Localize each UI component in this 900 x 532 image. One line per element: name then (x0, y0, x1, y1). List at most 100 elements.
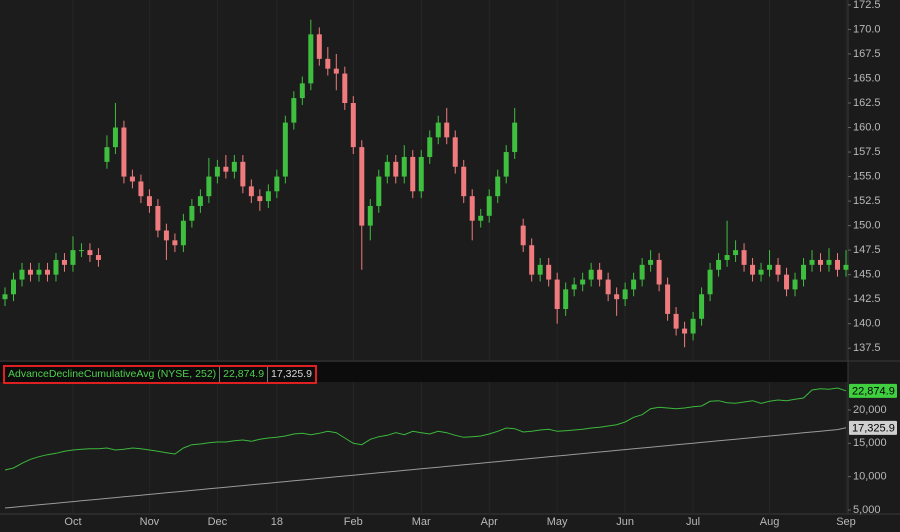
candle-body (512, 122, 518, 153)
candle-body (410, 156, 416, 192)
candle-body (316, 34, 322, 59)
candle-body (826, 259, 832, 265)
candle-body (767, 264, 773, 270)
candle-body (155, 205, 161, 231)
x-tick-label: Nov (140, 516, 160, 528)
y-tick-label: 155.0 (853, 170, 881, 182)
candle-body (418, 156, 424, 192)
candle-body (70, 250, 76, 265)
candle-body (520, 225, 526, 246)
candle-body (19, 269, 25, 280)
y-tick-label: 162.5 (853, 97, 881, 109)
value-label: 22,874.9 (852, 386, 895, 398)
candle-body (376, 176, 382, 206)
candle-body (129, 176, 135, 182)
candle-body (10, 279, 16, 295)
candle-body (240, 161, 246, 187)
candle-body (707, 269, 713, 295)
y-tick-label: 137.5 (853, 342, 881, 354)
candle-body (750, 264, 756, 275)
candle-body (597, 269, 603, 280)
candle-body (690, 318, 696, 334)
candle-body (588, 269, 594, 280)
candle-body (342, 73, 348, 103)
value-badge (849, 383, 897, 398)
x-tick-label: Jun (616, 516, 634, 528)
x-tick-label: Dec (208, 516, 228, 528)
candle-body (104, 147, 110, 162)
price-panel (0, 0, 848, 360)
candle-body (665, 284, 671, 314)
candle-body (682, 328, 688, 334)
candle-body (282, 122, 288, 177)
candle-body (248, 186, 254, 197)
y-tick-label: 147.5 (853, 244, 881, 256)
y-tick-label: 5,000 (853, 504, 881, 516)
candle-body (461, 166, 467, 197)
candle-body (257, 196, 263, 202)
y-tick-label: 140.0 (853, 318, 881, 330)
candle-body (367, 205, 373, 226)
candle-body (78, 250, 84, 252)
candle-body (384, 161, 390, 177)
candle-body (44, 269, 50, 275)
candle-body (53, 259, 59, 275)
candle-body (214, 166, 220, 177)
candle-body (784, 274, 790, 290)
candle-body (393, 161, 399, 177)
candle-body (818, 259, 824, 265)
y-tick-label: 172.5 (853, 0, 881, 11)
study-title: AdvanceDeclineCumulativeAvg (NYSE, 252) (8, 368, 217, 380)
candle-body (801, 264, 807, 280)
candle-body (537, 264, 543, 275)
y-tick-label: 150.0 (853, 220, 881, 232)
candle-body (622, 289, 628, 300)
y-tick-label: 10,000 (853, 471, 887, 483)
candle-body (435, 122, 441, 138)
candle-body (478, 215, 484, 221)
candle-body (146, 196, 152, 206)
candle-body (554, 279, 560, 309)
candle-body (648, 259, 654, 265)
x-tick-label: Mar (412, 516, 431, 528)
y-tick-label: 142.5 (853, 293, 881, 305)
candle-body (503, 152, 509, 177)
candle-body (36, 269, 42, 275)
y-tick-label: 160.0 (853, 121, 881, 133)
candle-body (180, 220, 186, 246)
value-badge (849, 420, 897, 435)
candle-body (673, 313, 679, 329)
candle-body (223, 166, 229, 172)
study-value: 22,874.9 (219, 367, 267, 382)
candle-body (792, 279, 798, 290)
candle-body (571, 284, 577, 290)
candle-body (95, 255, 101, 260)
x-tick-label: May (547, 516, 568, 528)
value-label: 17,325.9 (852, 423, 895, 435)
candle-body (809, 259, 815, 265)
series-line (4, 387, 847, 471)
candle-body (359, 147, 365, 226)
candle-body (197, 196, 203, 206)
candle-body (631, 279, 637, 290)
study-panel (0, 382, 848, 514)
candle-body (452, 137, 458, 167)
x-tick-label: Aug (760, 516, 780, 528)
x-tick-label: Apr (481, 516, 498, 528)
candle-body (121, 127, 127, 177)
x-tick-label: Feb (344, 516, 363, 528)
candle-body (325, 58, 331, 69)
candle-body (639, 264, 645, 280)
study-header: AdvanceDeclineCumulativeAvg (NYSE, 252) … (3, 365, 317, 384)
candle-body (27, 269, 33, 275)
candle-body (2, 294, 8, 300)
candle-body (529, 245, 535, 275)
candle-body (333, 68, 339, 74)
candle-body (427, 137, 433, 157)
candle-body (656, 259, 662, 285)
candle-body (163, 230, 169, 241)
candle-body (172, 240, 178, 246)
y-tick-label: 167.5 (853, 48, 881, 60)
